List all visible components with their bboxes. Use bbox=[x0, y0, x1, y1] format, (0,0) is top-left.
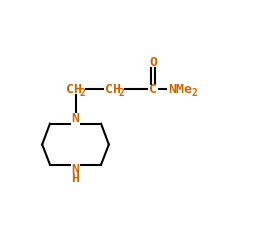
Text: CH: CH bbox=[66, 83, 82, 95]
Text: 2: 2 bbox=[118, 88, 124, 98]
Text: H: H bbox=[72, 172, 79, 185]
Text: N: N bbox=[72, 164, 79, 176]
Text: CH: CH bbox=[105, 83, 121, 95]
Text: C: C bbox=[149, 83, 157, 95]
Text: 2: 2 bbox=[79, 88, 85, 98]
Text: NMe: NMe bbox=[168, 83, 192, 95]
Text: O: O bbox=[149, 56, 157, 69]
Text: 2: 2 bbox=[191, 88, 197, 98]
Text: N: N bbox=[72, 112, 79, 125]
